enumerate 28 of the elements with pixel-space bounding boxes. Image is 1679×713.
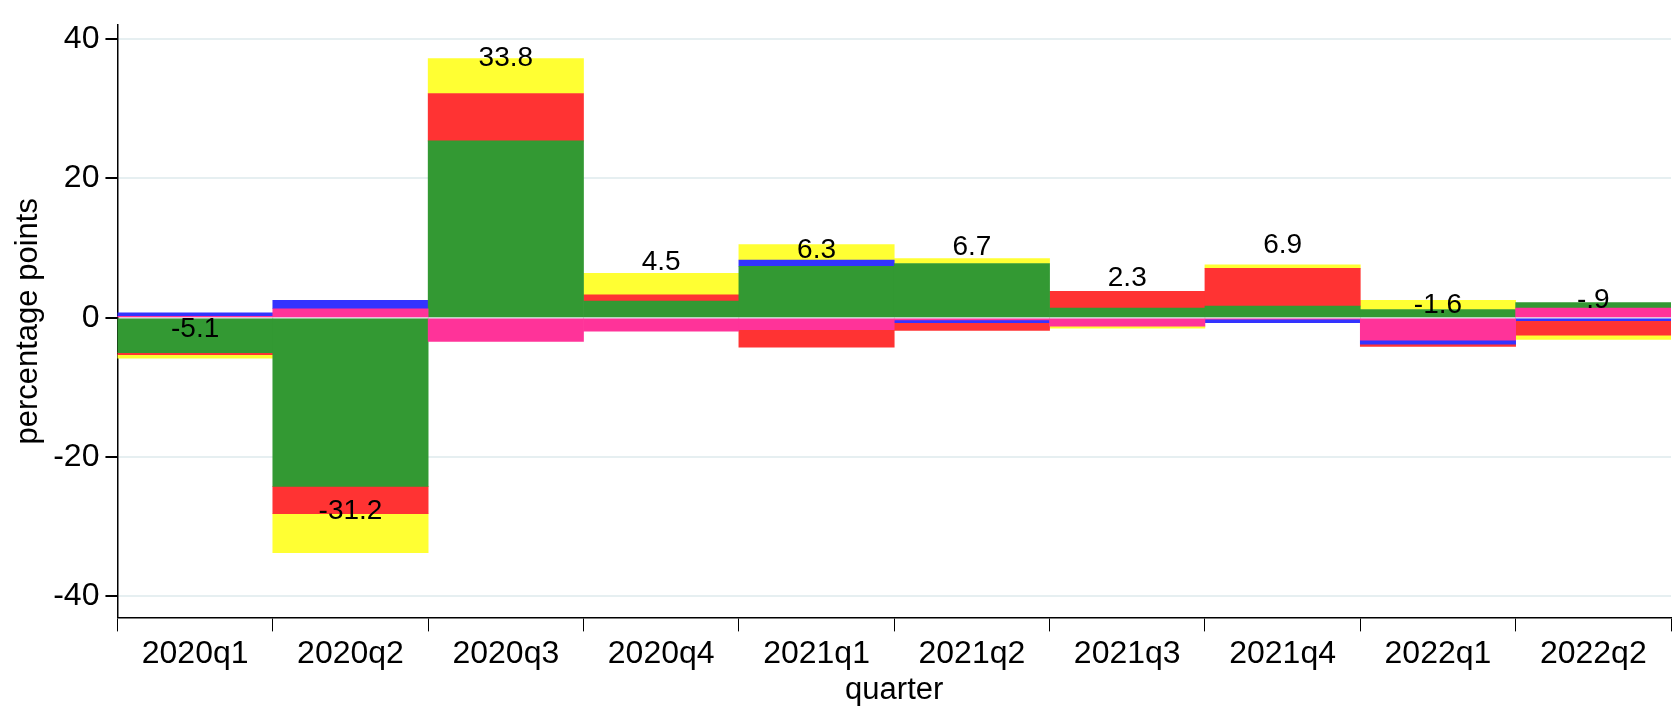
- total-label: 2.3: [1107, 260, 1147, 292]
- bar: [1359, 339, 1516, 345]
- x-axis-title: quarter: [845, 670, 944, 706]
- x-tick-label: 2021q3: [1073, 634, 1181, 671]
- x-tick-label: 2022q2: [1539, 634, 1647, 671]
- x-tick-label: 2020q3: [452, 634, 560, 671]
- y-tick-label: 20: [63, 158, 100, 195]
- x-tick-label: 2020q4: [607, 634, 715, 671]
- x-tick-label: 2021q4: [1229, 634, 1336, 671]
- x-tick-label: 2021q2: [918, 634, 1026, 671]
- bar: [583, 294, 740, 302]
- bar: [427, 93, 584, 142]
- total-label: 6.9: [1263, 228, 1303, 260]
- x-tick-label: 2020q1: [141, 634, 249, 671]
- bar: [1515, 318, 1671, 321]
- y-tick-label: -20: [53, 436, 100, 473]
- y-tick-label: 40: [63, 18, 100, 55]
- y-axis-title: percentage points: [9, 198, 45, 445]
- total-label: 4.5: [641, 245, 681, 277]
- x-tick-label: 2021q1: [763, 634, 870, 671]
- y-tick-label: -40: [53, 576, 100, 613]
- total-label: -5.1: [171, 312, 220, 344]
- y-tick-label: 0: [81, 297, 100, 334]
- total-label: 6.7: [952, 229, 992, 261]
- x-tick-label: 2022q1: [1384, 634, 1492, 671]
- bar: [1515, 320, 1671, 336]
- bar: [583, 272, 740, 296]
- x-tick-label: 2020q2: [297, 634, 404, 671]
